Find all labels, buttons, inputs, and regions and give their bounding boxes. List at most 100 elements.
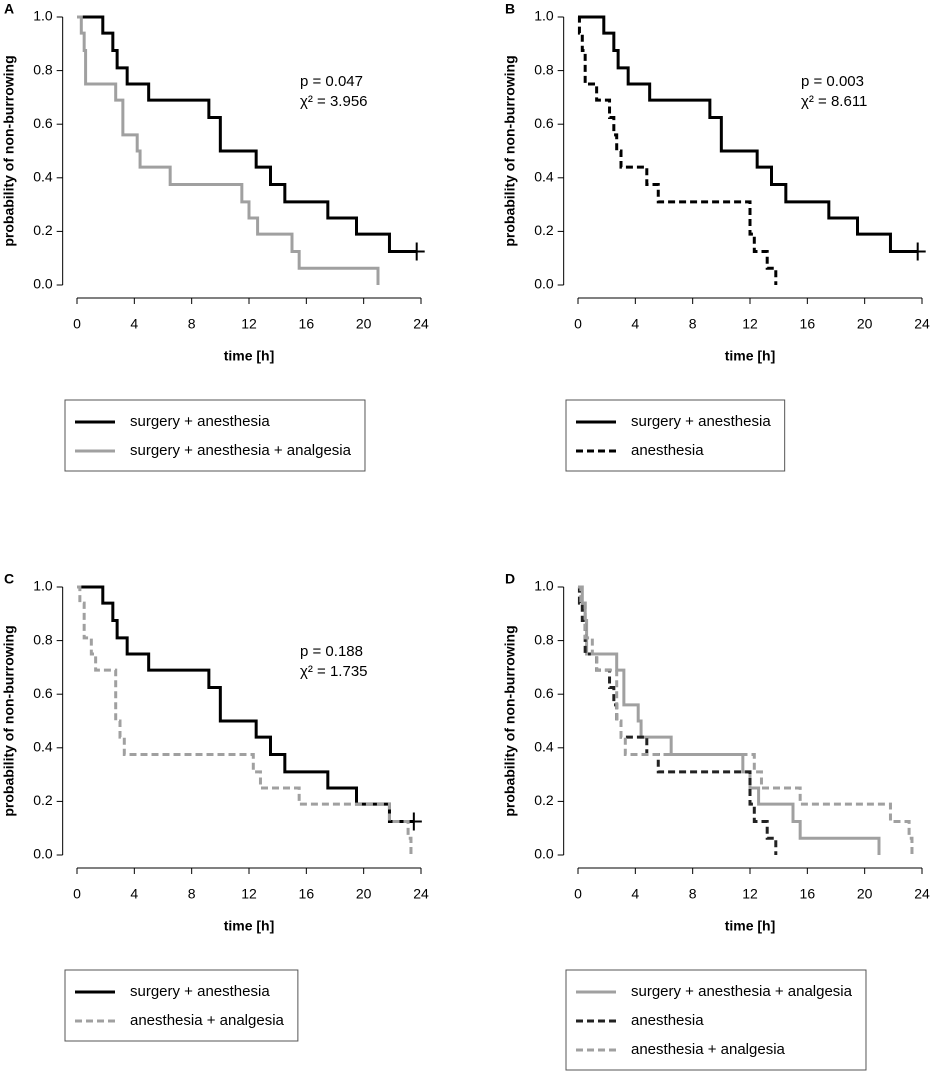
y-axis-label: probability of non-burrowing — [1, 625, 17, 816]
x-tick-label: 0 — [574, 886, 582, 902]
y-tick-label: 0.6 — [534, 685, 554, 701]
y-tick-label: 0.8 — [534, 61, 554, 77]
y-axis-label: probability of non-burrowing — [502, 625, 518, 816]
y-tick-label: 0.2 — [534, 222, 554, 238]
x-tick-label: 8 — [689, 886, 697, 902]
survival-curve — [77, 585, 414, 823]
legend: surgery + anesthesia + analgesia anesthes… — [565, 969, 867, 1071]
x-tick-label: 24 — [914, 316, 930, 332]
x-tick-label: 4 — [130, 316, 138, 332]
y-tick-label: 0.4 — [33, 169, 53, 185]
x-tick-label: 16 — [299, 886, 315, 902]
annotation: χ² = 8.611 — [801, 93, 867, 110]
annotation: χ² = 3.956 — [300, 93, 368, 110]
y-tick-label: 0.0 — [33, 846, 53, 862]
panel-letter: A — [4, 1, 14, 17]
legend-label: anesthesia + analgesia — [631, 1041, 786, 1058]
survival-curve — [77, 15, 380, 285]
y-tick-label: 0.4 — [534, 739, 554, 755]
legend-label: anesthesia + analgesia — [130, 1012, 285, 1029]
survival-curve — [577, 15, 778, 285]
panel: B 0.0 0.2 0.4 0.6 0.8 1.0 0 4 8 12 16 20 24 time [h] pr… — [502, 1, 930, 472]
x-tick-label: 4 — [130, 886, 138, 902]
y-tick-label: 1.0 — [534, 578, 554, 594]
y-tick-label: 0.2 — [33, 792, 53, 808]
y-tick-label: 0.0 — [534, 276, 554, 292]
y-tick-label: 0.0 — [534, 846, 554, 862]
x-tick-label: 16 — [299, 316, 315, 332]
x-axis-label: time [h] — [725, 348, 776, 364]
annotation: p = 0.047 — [300, 73, 363, 90]
y-tick-label: 1.0 — [33, 8, 53, 24]
y-tick-label: 0.2 — [534, 792, 554, 808]
legend-label: anesthesia — [631, 442, 704, 459]
y-tick-label: 1.0 — [534, 8, 554, 24]
panel: D 0.0 0.2 0.4 0.6 0.8 1.0 0 4 8 12 16 20 24 time [h] pr… — [502, 571, 930, 1071]
y-tick-label: 0.6 — [33, 685, 53, 701]
y-tick-label: 1.0 — [33, 578, 53, 594]
x-tick-label: 8 — [188, 886, 196, 902]
censor-mark — [909, 242, 926, 261]
y-tick-label: 0.4 — [534, 169, 554, 185]
x-tick-label: 12 — [241, 886, 257, 902]
x-tick-label: 16 — [800, 886, 816, 902]
x-tick-label: 4 — [631, 316, 639, 332]
panel-letter: B — [505, 1, 515, 17]
y-tick-label: 0.8 — [33, 61, 53, 77]
survival-curve — [578, 585, 881, 855]
x-tick-label: 4 — [631, 886, 639, 902]
x-tick-label: 12 — [742, 886, 758, 902]
y-tick-label: 0.0 — [33, 276, 53, 292]
y-tick-label: 0.6 — [534, 115, 554, 131]
survival-curve — [578, 15, 918, 253]
x-tick-label: 20 — [356, 886, 372, 902]
x-tick-label: 8 — [689, 316, 697, 332]
panel-letter: C — [4, 571, 14, 587]
legend-label: anesthesia — [631, 1012, 704, 1029]
legend: surgery + anesthesia anesthesia + analges… — [64, 969, 299, 1042]
x-tick-label: 16 — [800, 316, 816, 332]
annotation: χ² = 1.735 — [300, 663, 368, 680]
x-tick-label: 24 — [413, 316, 429, 332]
x-tick-label: 24 — [413, 886, 429, 902]
legend: surgery + anesthesia surgery + anesthesia… — [64, 399, 366, 472]
y-axis-label: probability of non-burrowing — [1, 55, 17, 246]
y-tick-label: 0.8 — [33, 631, 53, 647]
y-tick-label: 0.6 — [33, 115, 53, 131]
x-tick-label: 8 — [188, 316, 196, 332]
x-axis-label: time [h] — [725, 918, 776, 934]
panel: C 0.0 0.2 0.4 0.6 0.8 1.0 0 4 8 12 16 20 24 time [h] pr… — [1, 571, 429, 1042]
legend-box — [64, 969, 299, 1042]
legend-label: surgery + anesthesia — [130, 413, 270, 430]
panel-letter: D — [505, 571, 515, 587]
survival-curve — [77, 15, 417, 253]
x-tick-label: 20 — [857, 886, 873, 902]
annotation: p = 0.188 — [300, 643, 363, 660]
x-tick-label: 12 — [241, 316, 257, 332]
y-tick-label: 0.8 — [534, 631, 554, 647]
y-tick-label: 0.2 — [33, 222, 53, 238]
legend-label: surgery + anesthesia — [130, 983, 270, 1000]
survival-curve — [578, 585, 914, 855]
x-tick-label: 24 — [914, 886, 930, 902]
x-tick-label: 20 — [356, 316, 372, 332]
x-axis-label: time [h] — [224, 918, 275, 934]
x-tick-label: 0 — [574, 316, 582, 332]
x-tick-label: 0 — [73, 886, 81, 902]
x-tick-label: 12 — [742, 316, 758, 332]
x-tick-label: 20 — [857, 316, 873, 332]
legend-box — [565, 399, 786, 472]
annotation: p = 0.003 — [801, 73, 864, 90]
x-tick-label: 0 — [73, 316, 81, 332]
y-axis-label: probability of non-burrowing — [502, 55, 518, 246]
survival-curve — [77, 585, 413, 855]
censor-mark — [408, 242, 425, 261]
legend-box — [64, 399, 366, 472]
x-axis-label: time [h] — [224, 348, 275, 364]
survival-curve — [577, 585, 778, 855]
legend-label: surgery + anesthesia — [631, 413, 771, 430]
legend-label: surgery + anesthesia + analgesia — [631, 983, 853, 1000]
y-tick-label: 0.4 — [33, 739, 53, 755]
legend-label: surgery + anesthesia + analgesia — [130, 442, 352, 459]
